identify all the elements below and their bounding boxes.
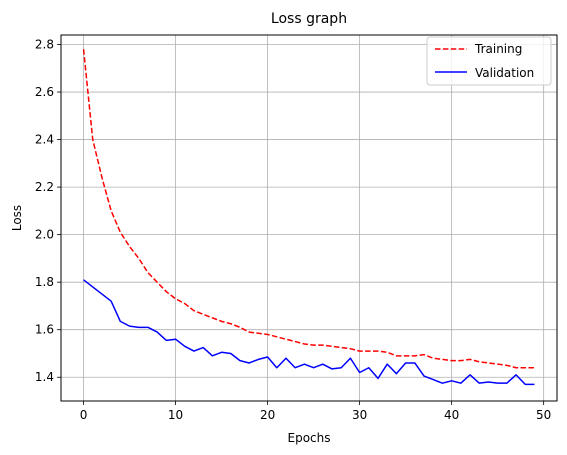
x-axis-ticks: 0 10 20 30 40 50 <box>80 401 551 422</box>
plot-frame <box>60 34 558 402</box>
y-tick-label: 1.4 <box>35 370 54 384</box>
y-tick-label: 2.8 <box>35 38 54 52</box>
y-tick-label: 2.0 <box>35 228 54 242</box>
x-tick-label: 0 <box>80 408 88 422</box>
legend-label-validation: Validation <box>475 66 534 80</box>
series-lines <box>82 49 535 386</box>
legend-box <box>426 36 552 86</box>
series-line-validation <box>83 279 535 386</box>
y-axis-ticks: 1.4 1.6 1.8 2.0 2.2 2.4 2.6 2.8 <box>35 38 61 384</box>
y-tick-label: 1.8 <box>35 275 54 289</box>
y-tick-label: 2.6 <box>35 85 54 99</box>
y-tick-label: 1.6 <box>35 323 54 337</box>
legend: Training Validation <box>426 36 552 86</box>
x-tick-label: 10 <box>168 408 183 422</box>
series-line-training <box>82 49 535 369</box>
chart-title: Loss graph <box>271 11 347 27</box>
legend-label-training: Training <box>474 42 522 56</box>
grid-lines <box>61 35 557 401</box>
y-tick-label: 2.4 <box>35 133 54 147</box>
x-tick-label: 40 <box>444 408 459 422</box>
x-tick-label: 30 <box>352 408 367 422</box>
y-axis-title: Loss <box>10 205 24 231</box>
x-tick-label: 50 <box>536 408 551 422</box>
x-axis-title: Epochs <box>288 431 331 445</box>
y-tick-label: 2.2 <box>35 180 54 194</box>
x-tick-label: 20 <box>260 408 275 422</box>
